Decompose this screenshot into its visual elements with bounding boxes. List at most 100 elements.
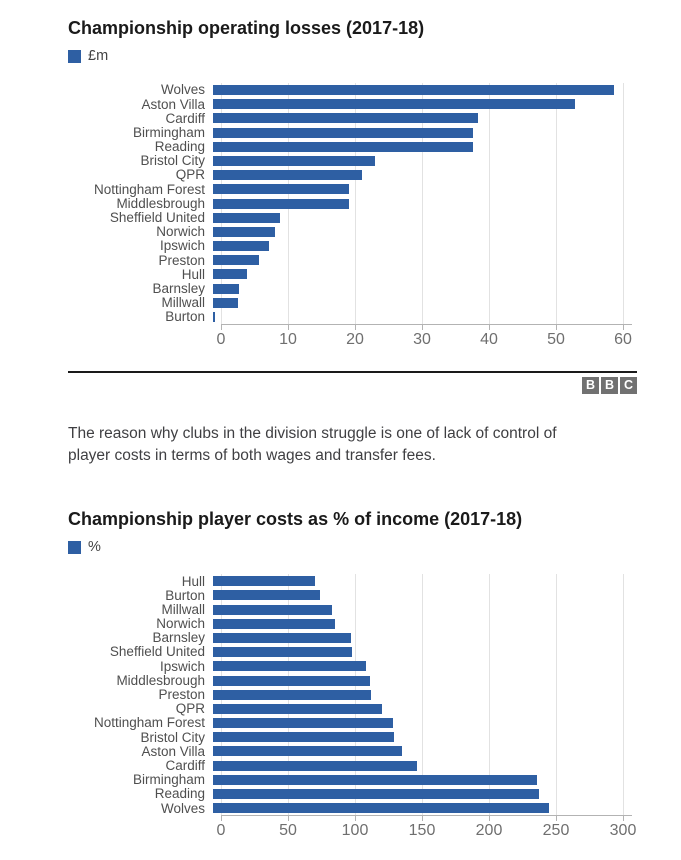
- bar-track: [213, 154, 624, 168]
- bar-qpr: [213, 703, 382, 714]
- bbc-logo: B B C: [582, 377, 637, 395]
- bar-track: [213, 716, 624, 730]
- bar-row-reading: Reading: [68, 787, 637, 801]
- bar-row-wolves: Wolves: [68, 801, 637, 815]
- bar-track: [213, 744, 624, 758]
- axis-tick-label: 60: [614, 331, 632, 349]
- bar-qpr: [213, 170, 363, 181]
- bar-track: [213, 111, 624, 125]
- paragraph-line: player costs in terms of both wages and …: [68, 447, 436, 465]
- bar-track: [213, 168, 624, 182]
- bar-track: [213, 267, 624, 281]
- category-label-burton: Burton: [165, 309, 205, 325]
- category-label-reading: Reading: [154, 139, 205, 155]
- section-divider: B B C: [68, 371, 637, 395]
- bar-burton: [213, 590, 321, 601]
- bar-row-ipswich: Ipswich: [68, 239, 637, 253]
- bar-track: [213, 253, 624, 267]
- axis-tick: [288, 325, 289, 331]
- category-label-cardiff: Cardiff: [165, 757, 205, 773]
- axis-tick-label: 30: [413, 331, 431, 349]
- bbc-logo-letter: C: [620, 377, 637, 395]
- bar-burton: [213, 312, 215, 322]
- bar-nottingham-forest: [213, 718, 393, 729]
- category-label-aston-villa: Aston Villa: [141, 743, 205, 759]
- legend-swatch-icon: [68, 50, 81, 63]
- bar-row-qpr: QPR: [68, 702, 637, 716]
- category-label-sheffield-united: Sheffield United: [109, 644, 205, 660]
- bar-track: [213, 631, 624, 645]
- bar-ipswich: [213, 241, 270, 252]
- bar-track: [213, 574, 624, 588]
- bar-preston: [213, 689, 372, 700]
- bar-track: [213, 296, 624, 310]
- axis-tick: [556, 325, 557, 331]
- axis-tick-label: 300: [609, 822, 637, 840]
- axis-tick-label: 100: [341, 822, 369, 840]
- chart-title-operating-losses: Championship operating losses (2017-18): [68, 18, 425, 38]
- bar-track: [213, 659, 624, 673]
- axis-tick-label: 40: [480, 331, 498, 349]
- bar-row-qpr: QPR: [68, 168, 637, 182]
- bar-reading: [213, 789, 539, 799]
- legend-swatch-icon: [68, 541, 81, 555]
- category-label-birmingham: Birmingham: [132, 124, 205, 140]
- gridline: [623, 83, 624, 325]
- bar-row-millwall: Millwall: [68, 603, 637, 617]
- axis-tick-label: 50: [547, 331, 565, 349]
- bar-row-norwich: Norwich: [68, 225, 637, 239]
- bar-row-middlesbrough: Middlesbrough: [68, 197, 637, 211]
- bar-middlesbrough: [213, 198, 349, 209]
- bar-barnsley: [213, 632, 352, 643]
- category-label-bristol-city: Bristol City: [140, 729, 205, 745]
- category-label-nottingham-forest: Nottingham Forest: [93, 715, 205, 731]
- bar-wolves: [213, 85, 614, 95]
- bar-preston: [213, 255, 260, 266]
- bar-row-cardiff: Cardiff: [68, 111, 637, 125]
- bar-middlesbrough: [213, 675, 370, 686]
- article-paragraph: The reason why clubs in the division str…: [68, 423, 637, 467]
- bar-row-bristol-city: Bristol City: [68, 154, 637, 168]
- bar-track: [213, 759, 624, 773]
- category-label-cardiff: Cardiff: [165, 110, 205, 126]
- axis-tick: [623, 325, 624, 331]
- bar-aston-villa: [213, 99, 575, 110]
- bar-ipswich: [213, 661, 366, 672]
- bar-hull: [213, 269, 248, 280]
- category-label-sheffield-united: Sheffield United: [109, 210, 205, 226]
- axis-tick-label: 250: [542, 822, 570, 840]
- category-label-millwall: Millwall: [161, 601, 206, 617]
- category-label-qpr: QPR: [175, 701, 205, 717]
- bar-rows: Hull Burton Millwall Norwich Barnsley Sheffie…: [68, 574, 637, 815]
- category-label-ipswich: Ipswich: [159, 658, 205, 674]
- bar-track: [213, 225, 624, 239]
- category-label-wolves: Wolves: [160, 800, 205, 816]
- bar-track: [213, 197, 624, 211]
- bar-track: [213, 126, 624, 140]
- gridline: [556, 574, 557, 816]
- chart-section-player-costs: Championship player costs as % of income…: [68, 509, 637, 845]
- bar-bristol-city: [213, 155, 376, 166]
- category-label-wolves: Wolves: [160, 82, 205, 98]
- category-label-burton: Burton: [165, 587, 205, 603]
- bar-row-middlesbrough: Middlesbrough: [68, 674, 637, 688]
- bar-track: [213, 239, 624, 253]
- bar-row-preston: Preston: [68, 688, 637, 702]
- bar-wolves: [213, 803, 550, 814]
- bar-row-preston: Preston: [68, 253, 637, 267]
- bar-row-birmingham: Birmingham: [68, 126, 637, 140]
- category-label-hull: Hull: [181, 573, 205, 589]
- bar-track: [213, 211, 624, 225]
- category-label-aston-villa: Aston Villa: [141, 96, 205, 112]
- category-label-preston: Preston: [158, 252, 205, 268]
- axis-tick: [422, 816, 423, 822]
- category-label-barnsley: Barnsley: [152, 280, 205, 296]
- bar-nottingham-forest: [213, 184, 349, 195]
- axis-tick-label: 150: [408, 822, 436, 840]
- bar-birmingham: [213, 127, 473, 138]
- bar-track: [213, 730, 624, 744]
- category-label-preston: Preston: [158, 687, 205, 703]
- bar-row-barnsley: Barnsley: [68, 282, 637, 296]
- axis-tick-label: 200: [475, 822, 503, 840]
